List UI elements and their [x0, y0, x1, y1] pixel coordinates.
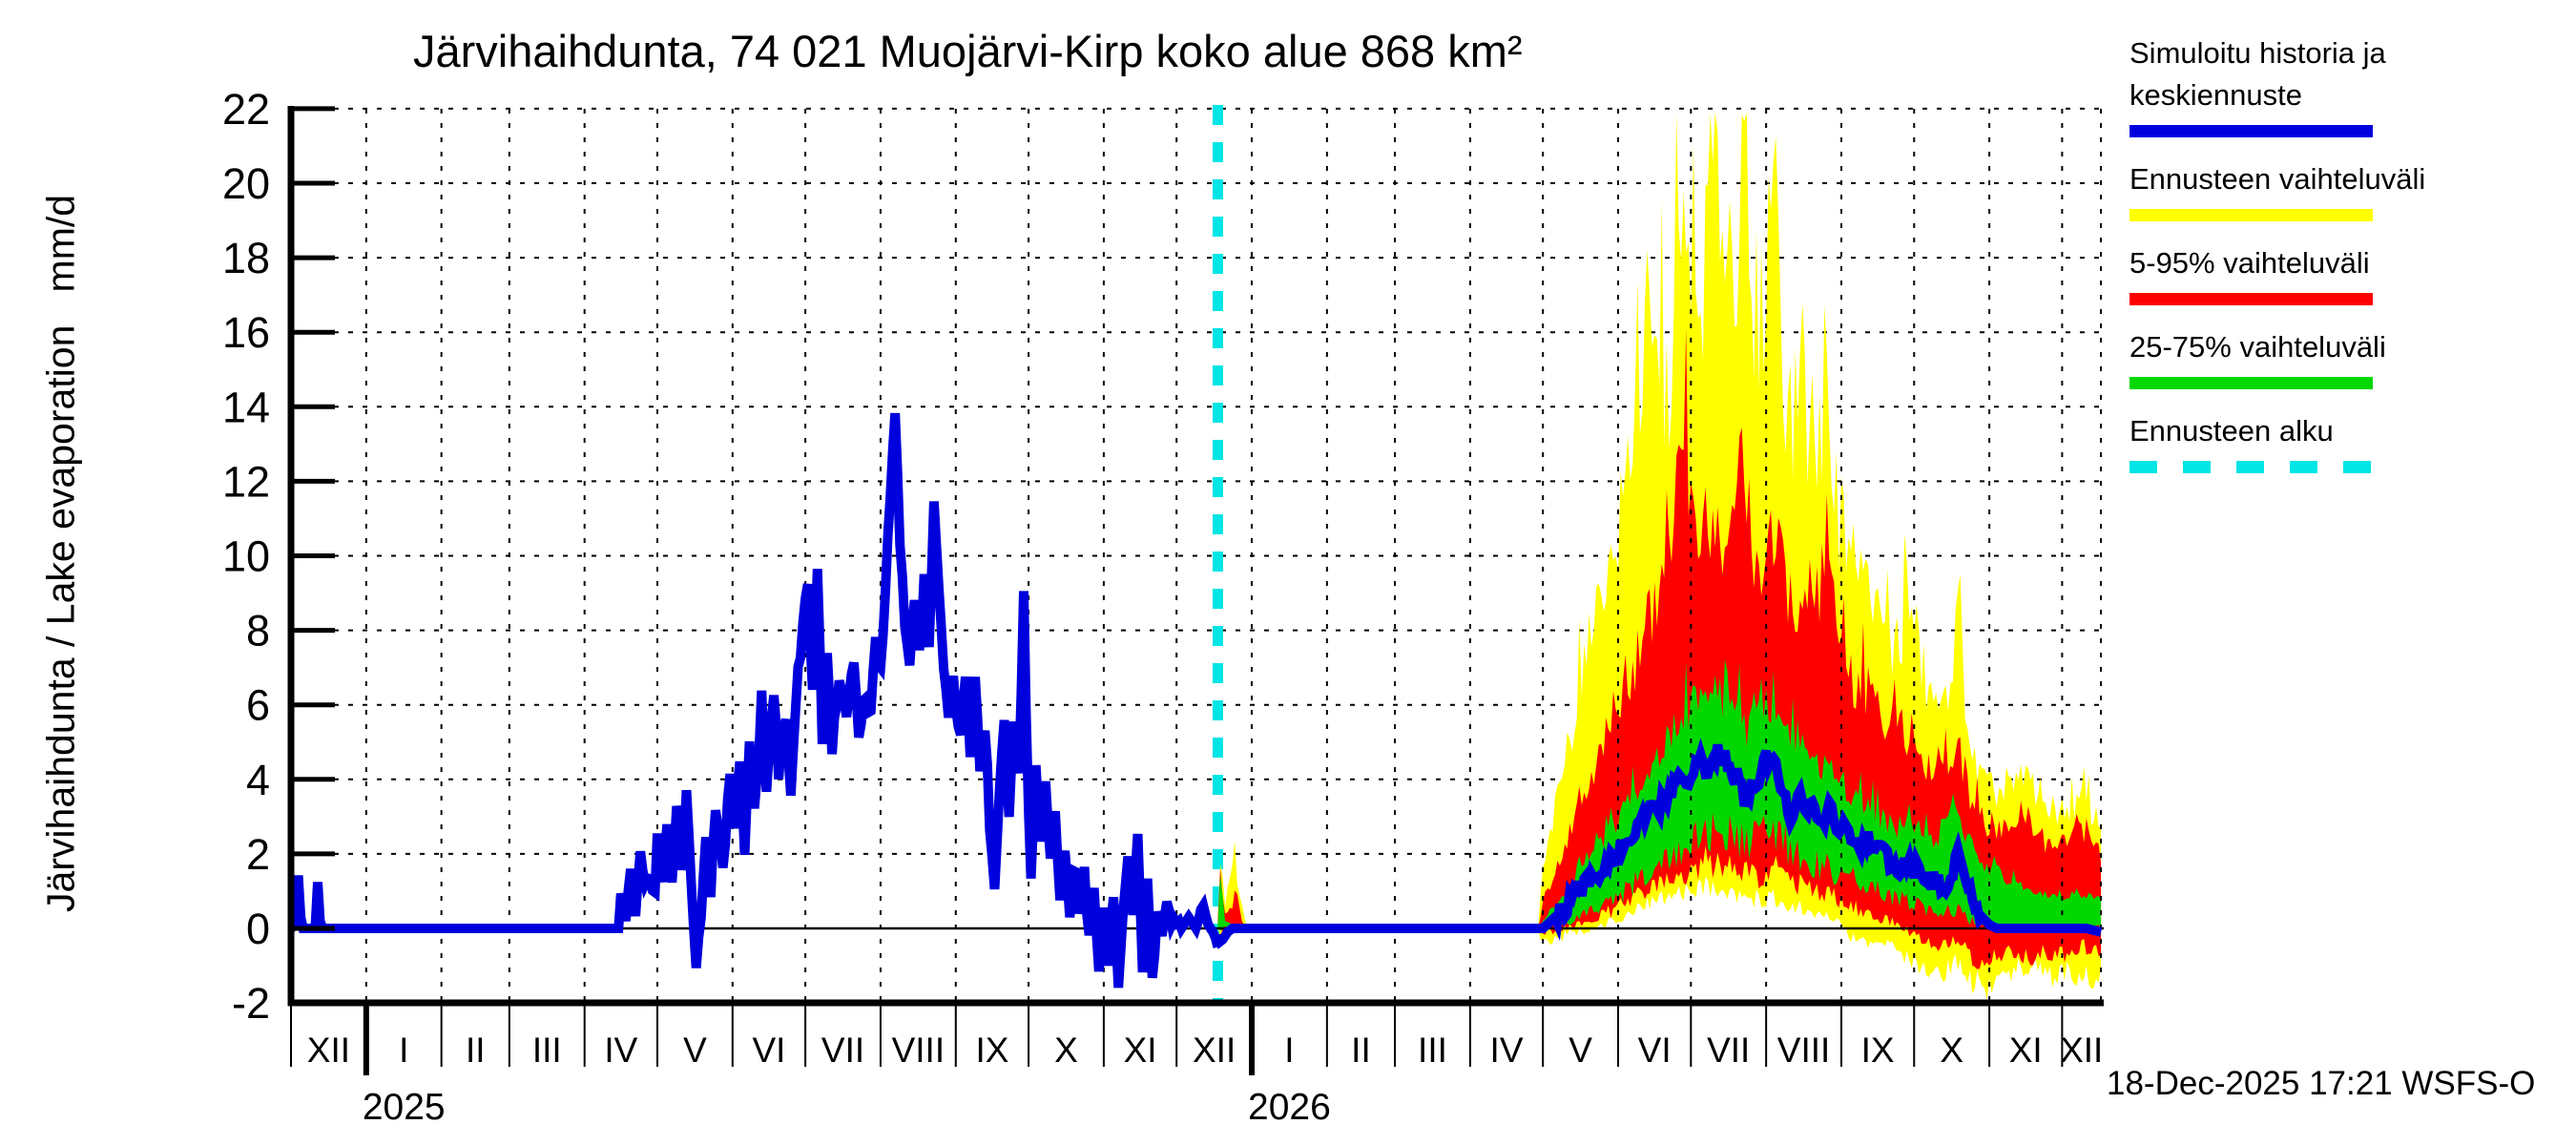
month-label: III — [1418, 1030, 1447, 1070]
month-label: X — [1054, 1030, 1078, 1070]
month-label: V — [1568, 1030, 1592, 1070]
y-tick-label: 20 — [222, 159, 270, 208]
month-label: VI — [752, 1030, 785, 1070]
y-tick-label: 6 — [246, 681, 270, 730]
year-label: 2026 — [1248, 1087, 1331, 1128]
y-tick-label: 0 — [246, 905, 270, 953]
legend-item: Ennusteen alku — [2129, 410, 2549, 473]
legend-item-label: 25-75% vaihteluväli — [2129, 330, 2386, 364]
forecast-median-line — [1213, 738, 2103, 949]
y-tick-label: 22 — [222, 85, 270, 134]
y-tick-label: -2 — [232, 979, 270, 1028]
p25-75-swatch — [2129, 377, 2373, 389]
legend-item: 5-95% vaihteluväli — [2129, 242, 2549, 305]
legend-item: Ennusteen vaihteluväli — [2129, 158, 2549, 221]
p5-95-swatch — [2129, 293, 2373, 305]
month-label: VII — [821, 1030, 864, 1070]
month-label: X — [1940, 1030, 1963, 1070]
band-5-95 — [1217, 327, 2102, 969]
legend-item-label: Simuloitu historia ja keskiennuste — [2129, 36, 2386, 112]
y-tick-label: 2 — [246, 830, 270, 879]
y-tick-label: 4 — [246, 756, 270, 804]
y-tick-label: 10 — [222, 532, 270, 581]
month-label: IX — [1861, 1030, 1895, 1070]
legend-item-label: Ennusteen alku — [2129, 414, 2334, 448]
legend-item-label: Ennusteen vaihteluväli — [2129, 162, 2426, 196]
month-label: III — [532, 1030, 562, 1070]
month-label: XII — [2060, 1030, 2103, 1070]
legend: Simuloitu historia ja keskiennuste Ennust… — [2129, 32, 2549, 494]
y-axis-label: Järvihaihdunta / Lake evaporation mm/d — [38, 194, 83, 913]
month-label: XI — [2009, 1030, 2043, 1070]
month-label: VI — [1638, 1030, 1672, 1070]
month-label: V — [683, 1030, 707, 1070]
month-label: VIII — [892, 1030, 945, 1070]
timestamp: 18-Dec-2025 17:21 WSFS-O — [2107, 1065, 2536, 1102]
month-label: VII — [1707, 1030, 1750, 1070]
y-tick-label: 16 — [222, 308, 270, 357]
year-label: 2025 — [363, 1087, 446, 1128]
month-label: II — [1351, 1030, 1371, 1070]
legend-item-label: 5-95% vaihteluväli — [2129, 246, 2370, 280]
history-line — [289, 412, 1223, 989]
month-label: I — [1284, 1030, 1294, 1070]
month-label: VIII — [1777, 1030, 1831, 1070]
forecast-start-swatch — [2129, 461, 2373, 473]
month-label: XII — [1193, 1030, 1236, 1070]
legend-item: 25-75% vaihteluväli — [2129, 326, 2549, 389]
y-tick-label: 18 — [222, 234, 270, 282]
y-tick-label: 8 — [246, 607, 270, 656]
legend-item: Simuloitu historia ja keskiennuste — [2129, 32, 2549, 137]
month-label: IV — [604, 1030, 637, 1070]
month-label: I — [399, 1030, 408, 1070]
chart-title: Järvihaihdunta, 74 021 Muojärvi-Kirp kok… — [413, 26, 1523, 76]
history-median-swatch — [2129, 125, 2373, 137]
y-tick-label: 14 — [222, 383, 270, 431]
month-label: XI — [1124, 1030, 1157, 1070]
month-label: IX — [975, 1030, 1008, 1070]
month-label: IV — [1490, 1030, 1524, 1070]
y-tick-label: 12 — [222, 457, 270, 506]
month-label: II — [466, 1030, 486, 1070]
range-swatch — [2129, 209, 2373, 221]
month-label: XII — [307, 1030, 350, 1070]
